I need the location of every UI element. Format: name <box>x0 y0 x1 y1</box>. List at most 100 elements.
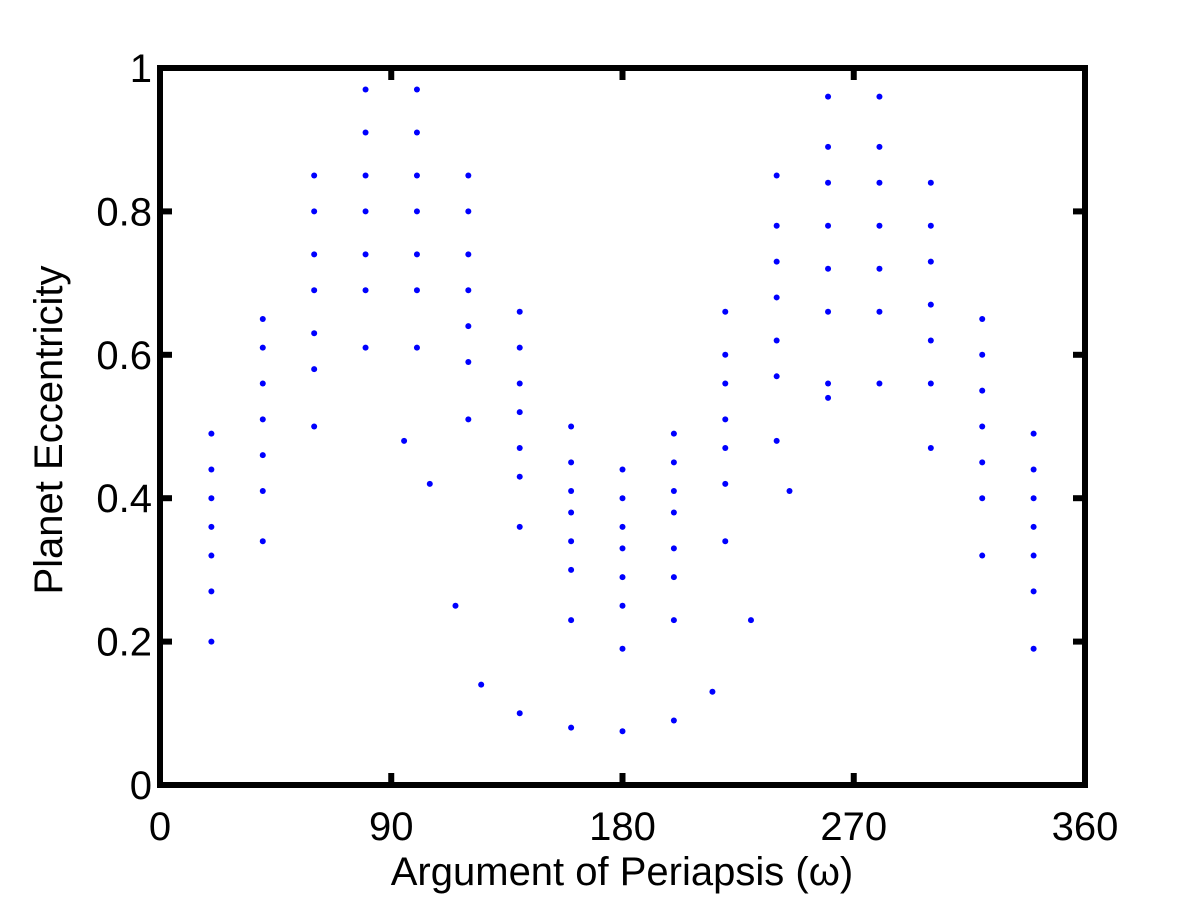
data-point <box>413 287 420 294</box>
data-point <box>979 351 986 358</box>
data-point <box>773 373 780 380</box>
data-point <box>465 358 472 365</box>
data-point <box>311 330 318 337</box>
data-point <box>516 380 523 387</box>
data-point <box>722 445 729 452</box>
data-point <box>413 208 420 215</box>
data-point <box>927 380 934 387</box>
data-point <box>979 552 986 559</box>
data-point <box>362 208 369 215</box>
data-point <box>208 495 215 502</box>
data-point <box>670 459 677 466</box>
y-tick-label: 1 <box>130 47 152 91</box>
data-point <box>516 473 523 480</box>
data-point <box>311 172 318 179</box>
data-point <box>825 143 832 150</box>
data-point <box>722 308 729 315</box>
data-point <box>825 179 832 186</box>
data-point <box>825 380 832 387</box>
data-point <box>426 480 433 487</box>
data-point <box>670 545 677 552</box>
data-point <box>876 179 883 186</box>
data-point <box>568 459 575 466</box>
data-point <box>401 437 408 444</box>
data-point <box>825 308 832 315</box>
x-tick-label: 0 <box>149 805 171 849</box>
x-tick-label: 270 <box>820 805 887 849</box>
data-point <box>927 258 934 265</box>
data-point <box>568 617 575 624</box>
data-point <box>362 287 369 294</box>
data-point <box>825 265 832 272</box>
data-point <box>619 523 626 530</box>
data-point <box>465 323 472 330</box>
data-point <box>773 437 780 444</box>
data-point <box>208 588 215 595</box>
x-tick-label: 360 <box>1052 805 1119 849</box>
data-point <box>362 129 369 136</box>
data-point <box>709 688 716 695</box>
data-point <box>478 681 485 688</box>
data-point <box>825 93 832 100</box>
data-point <box>259 344 266 351</box>
data-point <box>619 545 626 552</box>
data-point <box>747 617 754 624</box>
data-point <box>259 488 266 495</box>
data-point <box>465 208 472 215</box>
data-point <box>208 466 215 473</box>
data-point <box>979 423 986 430</box>
y-tick-label: 0.2 <box>96 621 152 665</box>
data-point <box>208 430 215 437</box>
data-point <box>876 93 883 100</box>
data-point <box>568 538 575 545</box>
data-point <box>311 423 318 430</box>
data-point <box>516 344 523 351</box>
data-point <box>311 287 318 294</box>
data-point <box>773 172 780 179</box>
data-point <box>1030 495 1037 502</box>
data-point <box>1030 645 1037 652</box>
data-point <box>568 566 575 573</box>
data-point <box>208 523 215 530</box>
data-point <box>362 344 369 351</box>
data-point <box>208 552 215 559</box>
data-point <box>259 315 266 322</box>
data-point <box>413 129 420 136</box>
data-point <box>1030 523 1037 530</box>
data-point <box>413 172 420 179</box>
data-point <box>465 172 472 179</box>
data-point <box>452 602 459 609</box>
data-point <box>619 728 626 735</box>
data-point <box>465 287 472 294</box>
data-point <box>786 488 793 495</box>
data-point <box>979 315 986 322</box>
data-point <box>825 394 832 401</box>
data-point <box>362 86 369 93</box>
data-point <box>670 509 677 516</box>
data-point <box>465 416 472 423</box>
data-point <box>722 538 729 545</box>
data-point <box>670 488 677 495</box>
data-point <box>722 351 729 358</box>
data-point <box>259 538 266 545</box>
data-point <box>259 416 266 423</box>
data-point <box>825 222 832 229</box>
data-point <box>876 380 883 387</box>
data-point <box>619 574 626 581</box>
data-point <box>979 459 986 466</box>
data-point <box>208 638 215 645</box>
data-point <box>311 366 318 373</box>
data-point <box>516 710 523 717</box>
data-point <box>516 409 523 416</box>
data-point <box>362 251 369 258</box>
y-tick-label: 0 <box>130 764 152 808</box>
x-tick-label: 180 <box>589 805 656 849</box>
data-point <box>259 380 266 387</box>
y-tick-label: 0.4 <box>96 477 152 521</box>
data-point <box>516 523 523 530</box>
data-point <box>722 480 729 487</box>
data-point <box>927 179 934 186</box>
data-point <box>979 495 986 502</box>
data-point <box>927 445 934 452</box>
